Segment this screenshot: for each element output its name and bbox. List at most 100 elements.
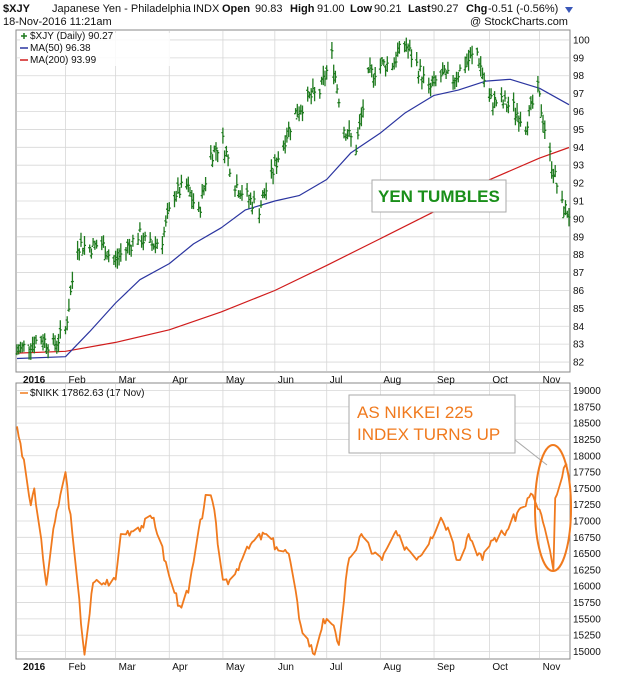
- nikkei-y-tick: 16500: [573, 549, 601, 560]
- price-bar: [186, 176, 190, 193]
- price-x-tick: Feb: [68, 375, 86, 386]
- price-bar: [209, 145, 213, 160]
- price-y-tick: 97: [573, 89, 585, 100]
- price-bar: [500, 87, 503, 103]
- nikkei-x-tick: May: [226, 662, 245, 673]
- price-bar: [148, 232, 152, 244]
- low-label: Low: [350, 3, 372, 15]
- price-bar: [309, 88, 313, 105]
- price-x-tick: Aug: [383, 375, 401, 386]
- price-bar: [131, 234, 135, 247]
- yen-tumbles-text: YEN TUMBLES: [378, 187, 500, 206]
- nikkei-y-tick: 19000: [573, 386, 601, 397]
- price-bar: [382, 59, 386, 67]
- nikkei-x-tick: Jun: [278, 662, 294, 673]
- price-bar: [224, 145, 228, 157]
- ma200-line: [16, 146, 570, 354]
- price-bar: [57, 333, 60, 353]
- price-bar: [192, 193, 195, 210]
- price-bar: [58, 320, 62, 339]
- ma200-legend-label: MA(200) 93.99: [30, 55, 97, 66]
- nikkei-y-tick: 17000: [573, 517, 601, 528]
- nikkei-annotation-text: AS NIKKEI 225 INDEX TURNS UP: [357, 403, 500, 444]
- price-bar: [235, 174, 239, 189]
- header-exchange: INDX: [193, 3, 220, 15]
- price-bar: [418, 59, 422, 72]
- price-bar: [342, 126, 346, 139]
- nikkei-annotation-line: AS NIKKEI 225: [357, 403, 473, 422]
- price-bar: [107, 249, 111, 263]
- price-bar: [526, 121, 529, 136]
- price-y-tick: 96: [573, 107, 585, 118]
- price-bar: [257, 208, 261, 224]
- nikkei-y-tick: 16250: [573, 565, 601, 576]
- price-y-tick: 85: [573, 304, 585, 315]
- price-bar: [333, 70, 337, 83]
- price-bar: [531, 94, 535, 109]
- nikkei-x-tick: Mar: [119, 662, 137, 673]
- price-bar: [330, 42, 334, 59]
- price-bar: [245, 183, 249, 197]
- price-legend-label: $XJY (Daily) 90.27: [30, 31, 114, 42]
- price-y-tick: 93: [573, 161, 585, 172]
- price-x-tick: 2016: [23, 375, 46, 386]
- price-bar: [34, 335, 38, 345]
- price-bar: [275, 157, 279, 174]
- price-bar: [434, 75, 438, 87]
- price-bar: [555, 182, 559, 194]
- nikkei-x-tick: Oct: [492, 662, 508, 673]
- price-bar: [410, 49, 413, 68]
- price-bar: [564, 200, 567, 216]
- price-bar: [221, 127, 225, 144]
- price-bar: [373, 67, 377, 86]
- price-bar: [337, 98, 341, 108]
- price-bar: [493, 91, 497, 109]
- nikkei-x-tick: Jul: [330, 662, 343, 673]
- price-bar: [162, 226, 166, 238]
- price-bar: [354, 144, 358, 156]
- price-bar: [408, 39, 412, 52]
- price-bar: [349, 132, 353, 147]
- price-bar: [271, 168, 275, 185]
- price-bar: [442, 65, 446, 75]
- price-bar: [283, 135, 287, 154]
- nikkei-y-tick: 15750: [573, 598, 601, 609]
- price-bar: [259, 200, 263, 208]
- price-bar: [22, 340, 26, 352]
- low-value: 90.21: [374, 3, 402, 15]
- dropdown-arrow-icon[interactable]: [565, 7, 573, 13]
- price-bar: [95, 239, 99, 249]
- price-bar: [69, 285, 73, 296]
- price-bar: [506, 96, 510, 114]
- price-bar: [313, 87, 317, 102]
- last-label: Last: [408, 3, 431, 15]
- price-bar: [494, 98, 498, 107]
- price-x-tick: May: [226, 375, 245, 386]
- price-bar: [264, 182, 268, 200]
- price-bar: [89, 248, 93, 259]
- price-bar: [83, 236, 86, 255]
- nikkei-y-tick: 17750: [573, 468, 601, 479]
- price-x-tick: Jun: [278, 375, 294, 386]
- nikkei-y-tick: 16750: [573, 533, 601, 544]
- nikkei-y-tick: 17250: [573, 500, 601, 511]
- price-y-tick: 90: [573, 214, 585, 225]
- watermark: @ StockCharts.com: [470, 16, 568, 28]
- price-x-tick: Oct: [492, 375, 508, 386]
- price-bar: [228, 168, 232, 177]
- price-bar: [233, 185, 237, 197]
- price-bar: [370, 64, 374, 78]
- price-bar: [446, 61, 450, 74]
- price-bar: [356, 127, 360, 140]
- price-bar: [306, 86, 310, 102]
- ma50-line: [16, 78, 570, 360]
- price-bar: [65, 316, 69, 331]
- nikkei-x-tick: Feb: [68, 662, 86, 673]
- price-y-tick: 100: [573, 35, 590, 46]
- price-y-tick: 94: [573, 143, 585, 154]
- nikkei-y-tick: 18000: [573, 451, 601, 462]
- price-bar: [439, 69, 443, 83]
- price-bar: [164, 215, 168, 227]
- price-bar: [543, 120, 547, 139]
